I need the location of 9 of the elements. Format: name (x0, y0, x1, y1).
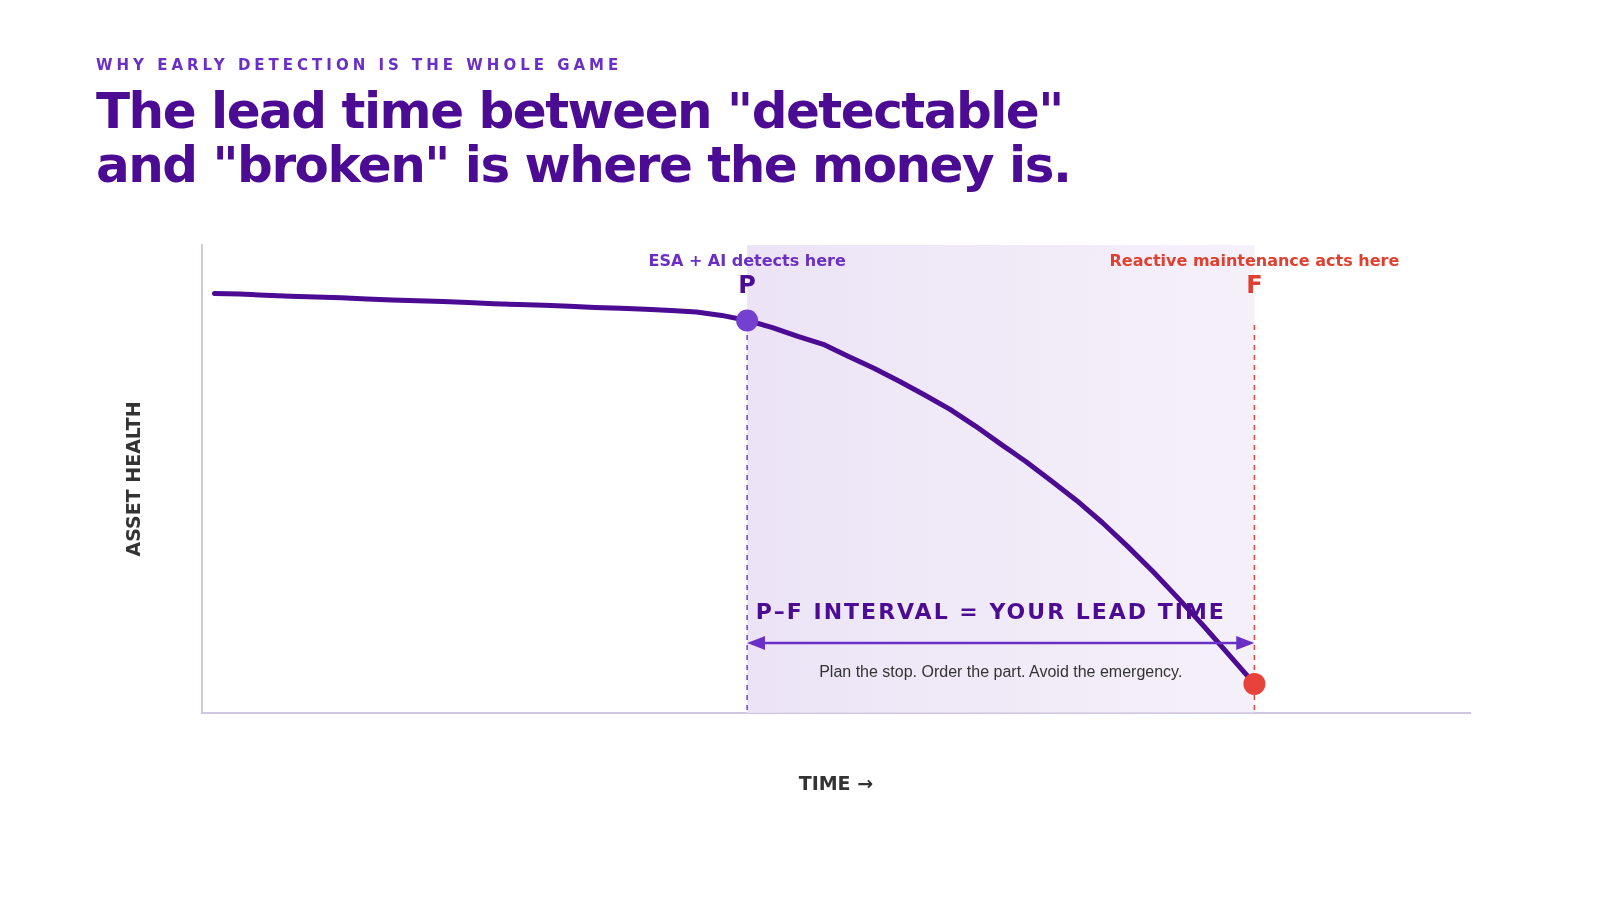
text: ESA + AI detects here (648, 251, 846, 271)
chart-title: The lead time between "detectable" and "broken" is where the money is. (96, 82, 1072, 194)
annotation: P (738, 271, 756, 300)
y-axis-title: ASSET HEALTH (122, 401, 145, 557)
annotation: F (1246, 271, 1263, 300)
annotation: Plan the stop. Order the part. Avoid the emergency. (819, 663, 1183, 681)
x-axis-title: TIME → (798, 771, 874, 794)
chart-subtitle: WHY EARLY DETECTION IS THE WHOLE GAME (96, 56, 623, 74)
text: Reactive maintenance acts here (1109, 251, 1400, 271)
